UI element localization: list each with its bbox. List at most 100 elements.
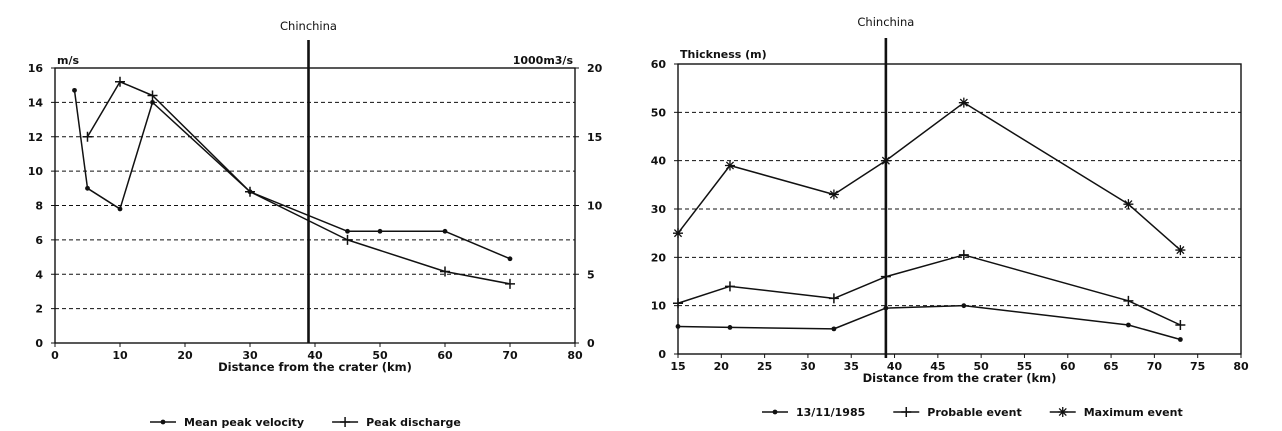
series-mean-peak-velocity (72, 87, 513, 262)
y-axis-right: 0 5 10 15 20 1000m3/s (513, 54, 603, 350)
x-tick-label: 35 (844, 360, 859, 373)
series-line (677, 101, 1181, 251)
data-point (727, 325, 733, 330)
data-point (1123, 199, 1134, 210)
data-point (883, 305, 889, 311)
x-axis: 0 10 20 30 40 50 60 70 80 Distance from the crate… (51, 343, 583, 374)
legend-swatch-marker (901, 407, 912, 417)
data-point (958, 249, 969, 260)
data-point (673, 228, 683, 239)
series-line (677, 304, 1181, 341)
data-point (117, 206, 123, 212)
y-tick-label-left: 10 (28, 165, 44, 178)
y-tick-label-left: 8 (35, 200, 43, 213)
y-tick-label-left: 0 (658, 348, 666, 361)
data-point (150, 99, 155, 105)
legend-item: 13/11/1985 (762, 406, 865, 419)
y-tick-label-left: 20 (651, 251, 667, 264)
chart-thickness: Chinchina 15 20 25 30 35 40 45 50 55 60 65 70 75 80 Dis… (651, 15, 1249, 419)
x-tick-label: 75 (1190, 360, 1205, 373)
y-tick-label-left: 12 (28, 131, 43, 144)
y-tick-label-left: 40 (651, 155, 667, 168)
x-axis: 15 20 25 30 35 40 45 50 55 60 65 70 75 80 Distance fro… (670, 354, 1249, 385)
y-tick-label-left: 30 (651, 203, 667, 216)
x-tick-label: 70 (502, 349, 518, 362)
data-point (505, 278, 515, 289)
x-tick-label: 20 (177, 349, 193, 362)
data-point (72, 87, 77, 93)
x-tick-label: 80 (567, 349, 583, 362)
x-tick-label: 10 (112, 349, 128, 362)
data-point (828, 293, 839, 304)
data-point (1175, 320, 1186, 330)
data-point (673, 298, 683, 309)
data-point (442, 228, 448, 234)
data-point (1126, 322, 1131, 328)
legend-label: Probable event (927, 406, 1021, 419)
chinchina-label: Chinchina (857, 15, 914, 29)
data-point (82, 131, 93, 142)
x-tick-label: 30 (242, 349, 258, 362)
data-point (85, 185, 90, 191)
legend-label: Mean peak velocity (184, 416, 304, 429)
data-point (675, 324, 681, 329)
data-point (245, 186, 255, 197)
y-tick-label-left: 60 (651, 58, 667, 71)
x-tick-label: 20 (714, 360, 730, 373)
y-tick-label-left: 50 (651, 106, 667, 119)
series-line (677, 254, 1181, 326)
legend-swatch-marker (1057, 407, 1068, 417)
data-point (880, 271, 891, 282)
y-axis-title-left: m/s (57, 54, 79, 67)
y-axis-left: 0 10 20 30 40 50 60 Thickness (m) (651, 48, 767, 361)
data-point (831, 326, 837, 332)
gridlines (678, 111, 1241, 307)
legend-label: Maximum event (1084, 406, 1183, 419)
x-axis-title: Distance from the crater (km) (863, 371, 1057, 385)
y-axis-title: Thickness (m) (680, 48, 767, 61)
legend-item: Probable event (893, 406, 1022, 419)
data-point (440, 266, 450, 277)
legend-swatch-marker (340, 417, 351, 427)
data-point (958, 97, 969, 108)
x-tick-label: 40 (307, 349, 323, 362)
y-tick-label-left: 6 (35, 234, 43, 247)
data-point (961, 303, 967, 309)
x-tick-label: 30 (800, 360, 816, 373)
data-point (724, 160, 735, 171)
x-tick-label: 15 (670, 360, 685, 373)
x-tick-label: 70 (1147, 360, 1163, 373)
data-point (724, 281, 735, 292)
data-point (147, 90, 158, 101)
legend-swatch-marker (160, 419, 166, 425)
series-probable-event (673, 249, 1186, 330)
y-tick-label-left: 16 (28, 62, 44, 75)
legend-label: 13/11/1985 (796, 406, 865, 419)
y-tick-label-right: 5 (587, 268, 595, 281)
y-tick-label-right: 15 (587, 131, 602, 144)
series-line (86, 81, 511, 285)
y-tick-label-right: 20 (587, 62, 603, 75)
x-tick-label: 25 (757, 360, 772, 373)
x-tick-label: 80 (1233, 360, 1249, 373)
y-tick-label-right: 10 (587, 200, 603, 213)
legend-item: Peak discharge (332, 416, 461, 429)
data-point (115, 76, 125, 87)
y-tick-label-left: 4 (35, 268, 43, 281)
x-tick-label: 55 (1017, 360, 1032, 373)
x-tick-label: 65 (1103, 360, 1118, 373)
series-13-11-1985 (675, 303, 1183, 342)
data-point (345, 228, 350, 234)
y-axis-left: 0 2 4 6 8 10 12 14 16 m/s (28, 54, 80, 350)
data-point (1177, 337, 1183, 342)
legend-item: Maximum event (1049, 406, 1183, 419)
data-point (1175, 245, 1186, 256)
y-tick-label-left: 2 (35, 303, 43, 316)
y-tick-label-left: 10 (651, 300, 667, 313)
x-tick-label: 40 (887, 360, 903, 373)
data-point (1123, 295, 1134, 306)
y-tick-label-left: 14 (28, 96, 44, 109)
data-point (880, 155, 891, 166)
